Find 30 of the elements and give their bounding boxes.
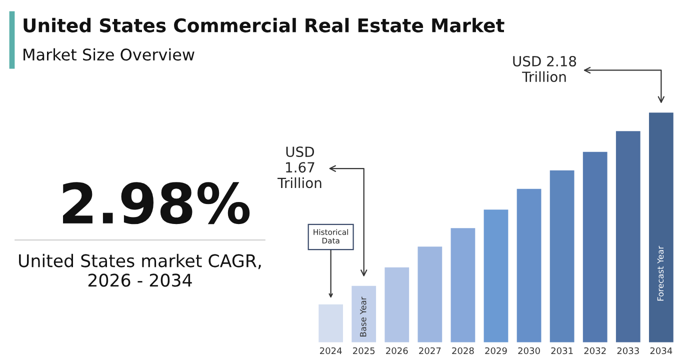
bar <box>548 168 576 343</box>
x-tick-label: 2033 <box>617 347 639 354</box>
bar <box>449 226 477 343</box>
text: USD 2.18 Trillion <box>513 56 576 82</box>
bar <box>383 266 410 343</box>
x-tick-label: 2024 <box>320 347 342 354</box>
bar <box>515 187 543 343</box>
annotation: Forecast Year <box>657 246 664 301</box>
bar <box>416 245 444 343</box>
bar <box>614 130 642 343</box>
x-tick-label: 2026 <box>386 347 408 354</box>
x-tick-label: 2034 <box>650 347 672 354</box>
text: 2.98% <box>63 182 250 224</box>
x-tick-label: 2025 <box>353 347 375 354</box>
bar <box>350 284 378 343</box>
x-tick-label: 2030 <box>518 347 540 354</box>
text: Market Size Overview <box>24 48 194 61</box>
x-tick-label: 2031 <box>551 347 573 354</box>
text: United States market CAGR, 2026 - 2034 <box>19 254 261 287</box>
bar <box>317 303 344 343</box>
x-tick-label: 2029 <box>485 347 507 354</box>
bar <box>582 150 609 343</box>
x-tick-label: 2032 <box>584 347 606 354</box>
x-tick-label: 2028 <box>452 347 474 354</box>
bar <box>648 111 675 343</box>
x-tick-label: 2027 <box>419 347 441 354</box>
annotation: Base Year <box>360 296 366 336</box>
annotation: USD 1.67 Trillion <box>277 146 322 188</box>
bar <box>482 208 510 343</box>
chart-title: United States Commercial Real Estate Market <box>24 18 504 32</box>
